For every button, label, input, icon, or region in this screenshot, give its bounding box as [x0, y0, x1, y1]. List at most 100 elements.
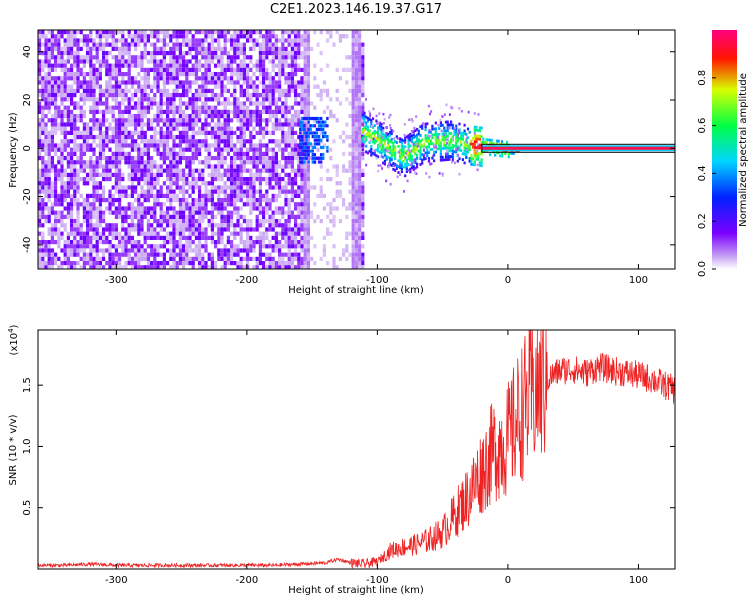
spectrogram-cell	[361, 210, 365, 215]
spectrogram-cell	[255, 261, 259, 266]
spectrogram-cell	[239, 88, 243, 93]
spectrogram-cell	[50, 227, 54, 232]
spectrogram-cell	[159, 139, 163, 144]
spectrogram-cell	[290, 126, 294, 131]
spectrogram-cell	[118, 210, 122, 215]
spectrogram-cell	[223, 135, 227, 140]
spectrogram-cell	[102, 227, 106, 232]
spectrogram-cell	[441, 138, 444, 142]
spectrogram-cell	[207, 63, 211, 68]
spectrogram-cell	[70, 139, 74, 144]
spectrogram-cell	[246, 38, 250, 43]
spectrogram-cell	[130, 156, 134, 161]
spectrogram-cell	[44, 84, 48, 89]
spectrogram-cell	[63, 109, 67, 114]
spectrogram-cell	[137, 63, 141, 68]
spectrogram-cell	[358, 51, 362, 56]
spectrogram-cell	[178, 156, 182, 161]
spectrogram-cell	[89, 147, 93, 152]
spectrogram-cell	[60, 63, 64, 68]
spectrogram-cell	[242, 34, 246, 39]
spectrogram-cell	[54, 42, 58, 47]
spectrogram-cell	[178, 51, 182, 56]
spectrogram-cell	[236, 76, 240, 81]
spectrogram-cell	[358, 248, 362, 253]
spectrogram-cell	[162, 235, 166, 240]
spectrogram-cell	[182, 261, 186, 266]
spectrogram-cell	[54, 193, 58, 198]
spectrogram-cell	[124, 97, 128, 102]
spectrogram-cell	[198, 265, 202, 269]
spectrogram-cell	[265, 30, 269, 35]
spectrogram-cell	[294, 214, 298, 219]
spectrogram-cell	[214, 122, 218, 127]
spectrogram-cell	[239, 42, 243, 47]
spectrogram-cell	[361, 118, 365, 123]
spectrogram-cell	[303, 118, 307, 123]
spectrogram-cell	[271, 59, 275, 64]
spectrogram-cell	[354, 30, 358, 35]
spectrogram-cell	[98, 147, 102, 152]
spectrogram-cell	[366, 151, 369, 155]
spectrogram-cell	[44, 101, 48, 106]
spectrogram-cell	[358, 46, 362, 51]
spectrogram-cell	[434, 130, 437, 134]
spectrogram-cell	[79, 80, 83, 85]
spectrogram-cell	[441, 135, 444, 139]
spectrogram-cell	[307, 142, 310, 146]
spectrogram-cell	[210, 34, 214, 39]
spectrogram-cell	[252, 185, 256, 190]
spectrogram-cell	[303, 244, 307, 249]
spectrogram-cell	[239, 248, 243, 253]
spectrogram-cell	[188, 46, 192, 51]
spectrogram-cell	[98, 126, 102, 131]
spectrogram-cell	[475, 154, 478, 158]
spectrogram-cell	[150, 248, 154, 253]
spectrogram-cell	[220, 67, 224, 72]
spectrogram-cell	[236, 214, 240, 219]
spectrogram-cell	[98, 143, 102, 148]
spectrogram-cell	[140, 206, 144, 211]
spectrogram-cell	[236, 80, 240, 85]
spectrogram-cell	[450, 140, 453, 144]
spectrogram-cell	[143, 168, 147, 173]
spectrogram-cell	[194, 130, 198, 135]
spectrogram-cell	[194, 101, 198, 106]
spectrogram-cell	[82, 139, 86, 144]
spectrogram-cell	[297, 244, 301, 249]
spectrogram-cell	[175, 185, 179, 190]
spectrogram-cell	[220, 198, 224, 203]
spectrogram-cell	[303, 214, 307, 219]
spectrogram-cell	[252, 63, 256, 68]
spectrogram-cell	[204, 139, 208, 144]
spectrogram-cell	[220, 248, 224, 253]
spectrogram-cell	[419, 154, 422, 158]
spectrogram-cell	[191, 168, 195, 173]
spectrogram-cell	[191, 118, 195, 123]
spectrogram-cell	[194, 88, 198, 93]
spectrogram-cell	[392, 162, 395, 165]
spectrogram-cell	[278, 240, 282, 245]
spectrogram-cell	[150, 34, 154, 39]
spectrogram-cell	[385, 155, 388, 158]
spectrogram-cell	[114, 67, 118, 72]
spectrogram-cell	[146, 118, 150, 123]
spectrogram-cell	[73, 189, 77, 194]
spectrogram-cell	[230, 80, 234, 85]
spectrogram-cell	[309, 124, 312, 128]
spectrogram-cell	[204, 114, 208, 119]
spectrogram-cell	[461, 158, 464, 161]
spectrogram-cell	[89, 51, 93, 56]
spectrogram-cell	[258, 30, 262, 35]
spectrogram-cell	[354, 109, 358, 114]
spectrogram-cell	[92, 101, 96, 106]
spectrogram-cell	[79, 164, 83, 169]
spectrogram-cell	[169, 76, 173, 81]
spectrogram-cell	[130, 261, 134, 266]
spectrogram-cell	[451, 147, 454, 150]
spectrogram-cell	[127, 34, 131, 39]
spectrogram-cell	[400, 155, 403, 159]
spectrogram-cell	[287, 189, 291, 194]
spectrogram-cell	[223, 156, 227, 161]
spectrogram-cell	[214, 38, 218, 43]
